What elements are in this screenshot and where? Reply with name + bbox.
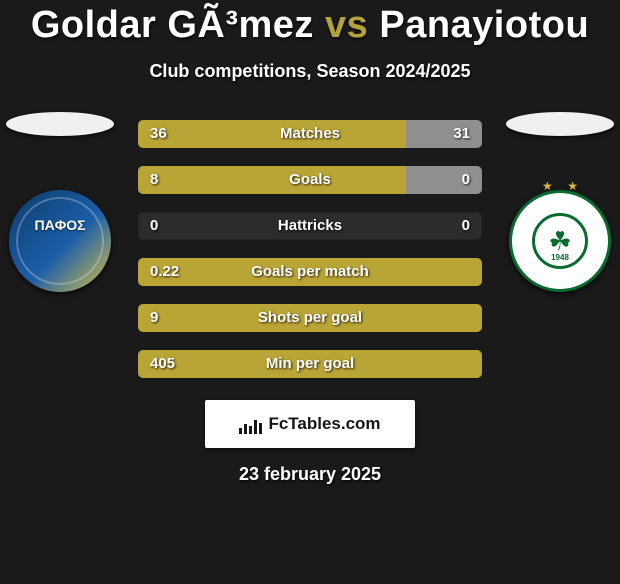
comparison-area: ΠAΦΟΣ ★ ★ ☘ 1948 36Matches318Goals00Hatt… xyxy=(0,120,620,378)
left-club-badge-icon: ΠAΦΟΣ xyxy=(9,190,111,292)
stat-row: 36Matches31 xyxy=(138,120,482,148)
star-icon: ★ xyxy=(542,179,553,193)
title-player1: Goldar GÃ³mez xyxy=(31,4,314,46)
brand-box: FcTables.com xyxy=(205,400,415,448)
right-player-column: ★ ★ ☘ 1948 xyxy=(500,112,620,292)
stat-label: Hattricks xyxy=(138,212,482,240)
left-club-badge-text: ΠAΦΟΣ xyxy=(34,217,85,233)
omonia-year: 1948 xyxy=(551,253,569,262)
page-title: Goldar GÃ³mez vs Panayiotou xyxy=(0,4,620,47)
right-club-badge-icon: ★ ★ ☘ 1948 xyxy=(509,190,611,292)
stat-row: 0Hattricks0 xyxy=(138,212,482,240)
subtitle: Club competitions, Season 2024/2025 xyxy=(0,61,620,82)
stat-label: Goals xyxy=(138,166,482,194)
stat-value-right: 0 xyxy=(462,166,470,194)
title-player2: Panayiotou xyxy=(379,4,589,46)
stat-label: Shots per goal xyxy=(138,304,482,332)
stat-value-right: 31 xyxy=(453,120,470,148)
stat-label: Goals per match xyxy=(138,258,482,286)
star-icon: ★ xyxy=(567,179,578,193)
stat-label: Matches xyxy=(138,120,482,148)
right-nation-flag-icon xyxy=(506,112,614,136)
left-player-column: ΠAΦΟΣ xyxy=(0,112,120,292)
stat-label: Min per goal xyxy=(138,350,482,378)
brand-logo: FcTables.com xyxy=(239,414,380,434)
date: 23 february 2025 xyxy=(0,464,620,485)
stat-bars: 36Matches318Goals00Hattricks00.22Goals p… xyxy=(138,120,482,378)
omonia-inner-ring: ☘ 1948 xyxy=(532,213,588,269)
left-nation-flag-icon xyxy=(6,112,114,136)
stat-row: 9Shots per goal xyxy=(138,304,482,332)
stat-row: 0.22Goals per match xyxy=(138,258,482,286)
shamrock-icon: ☘ xyxy=(548,228,571,254)
brand-bars-icon xyxy=(239,420,262,434)
brand-text: FcTables.com xyxy=(268,414,380,434)
title-vs: vs xyxy=(325,4,368,46)
stat-row: 8Goals0 xyxy=(138,166,482,194)
stat-row: 405Min per goal xyxy=(138,350,482,378)
stat-value-right: 0 xyxy=(462,212,470,240)
